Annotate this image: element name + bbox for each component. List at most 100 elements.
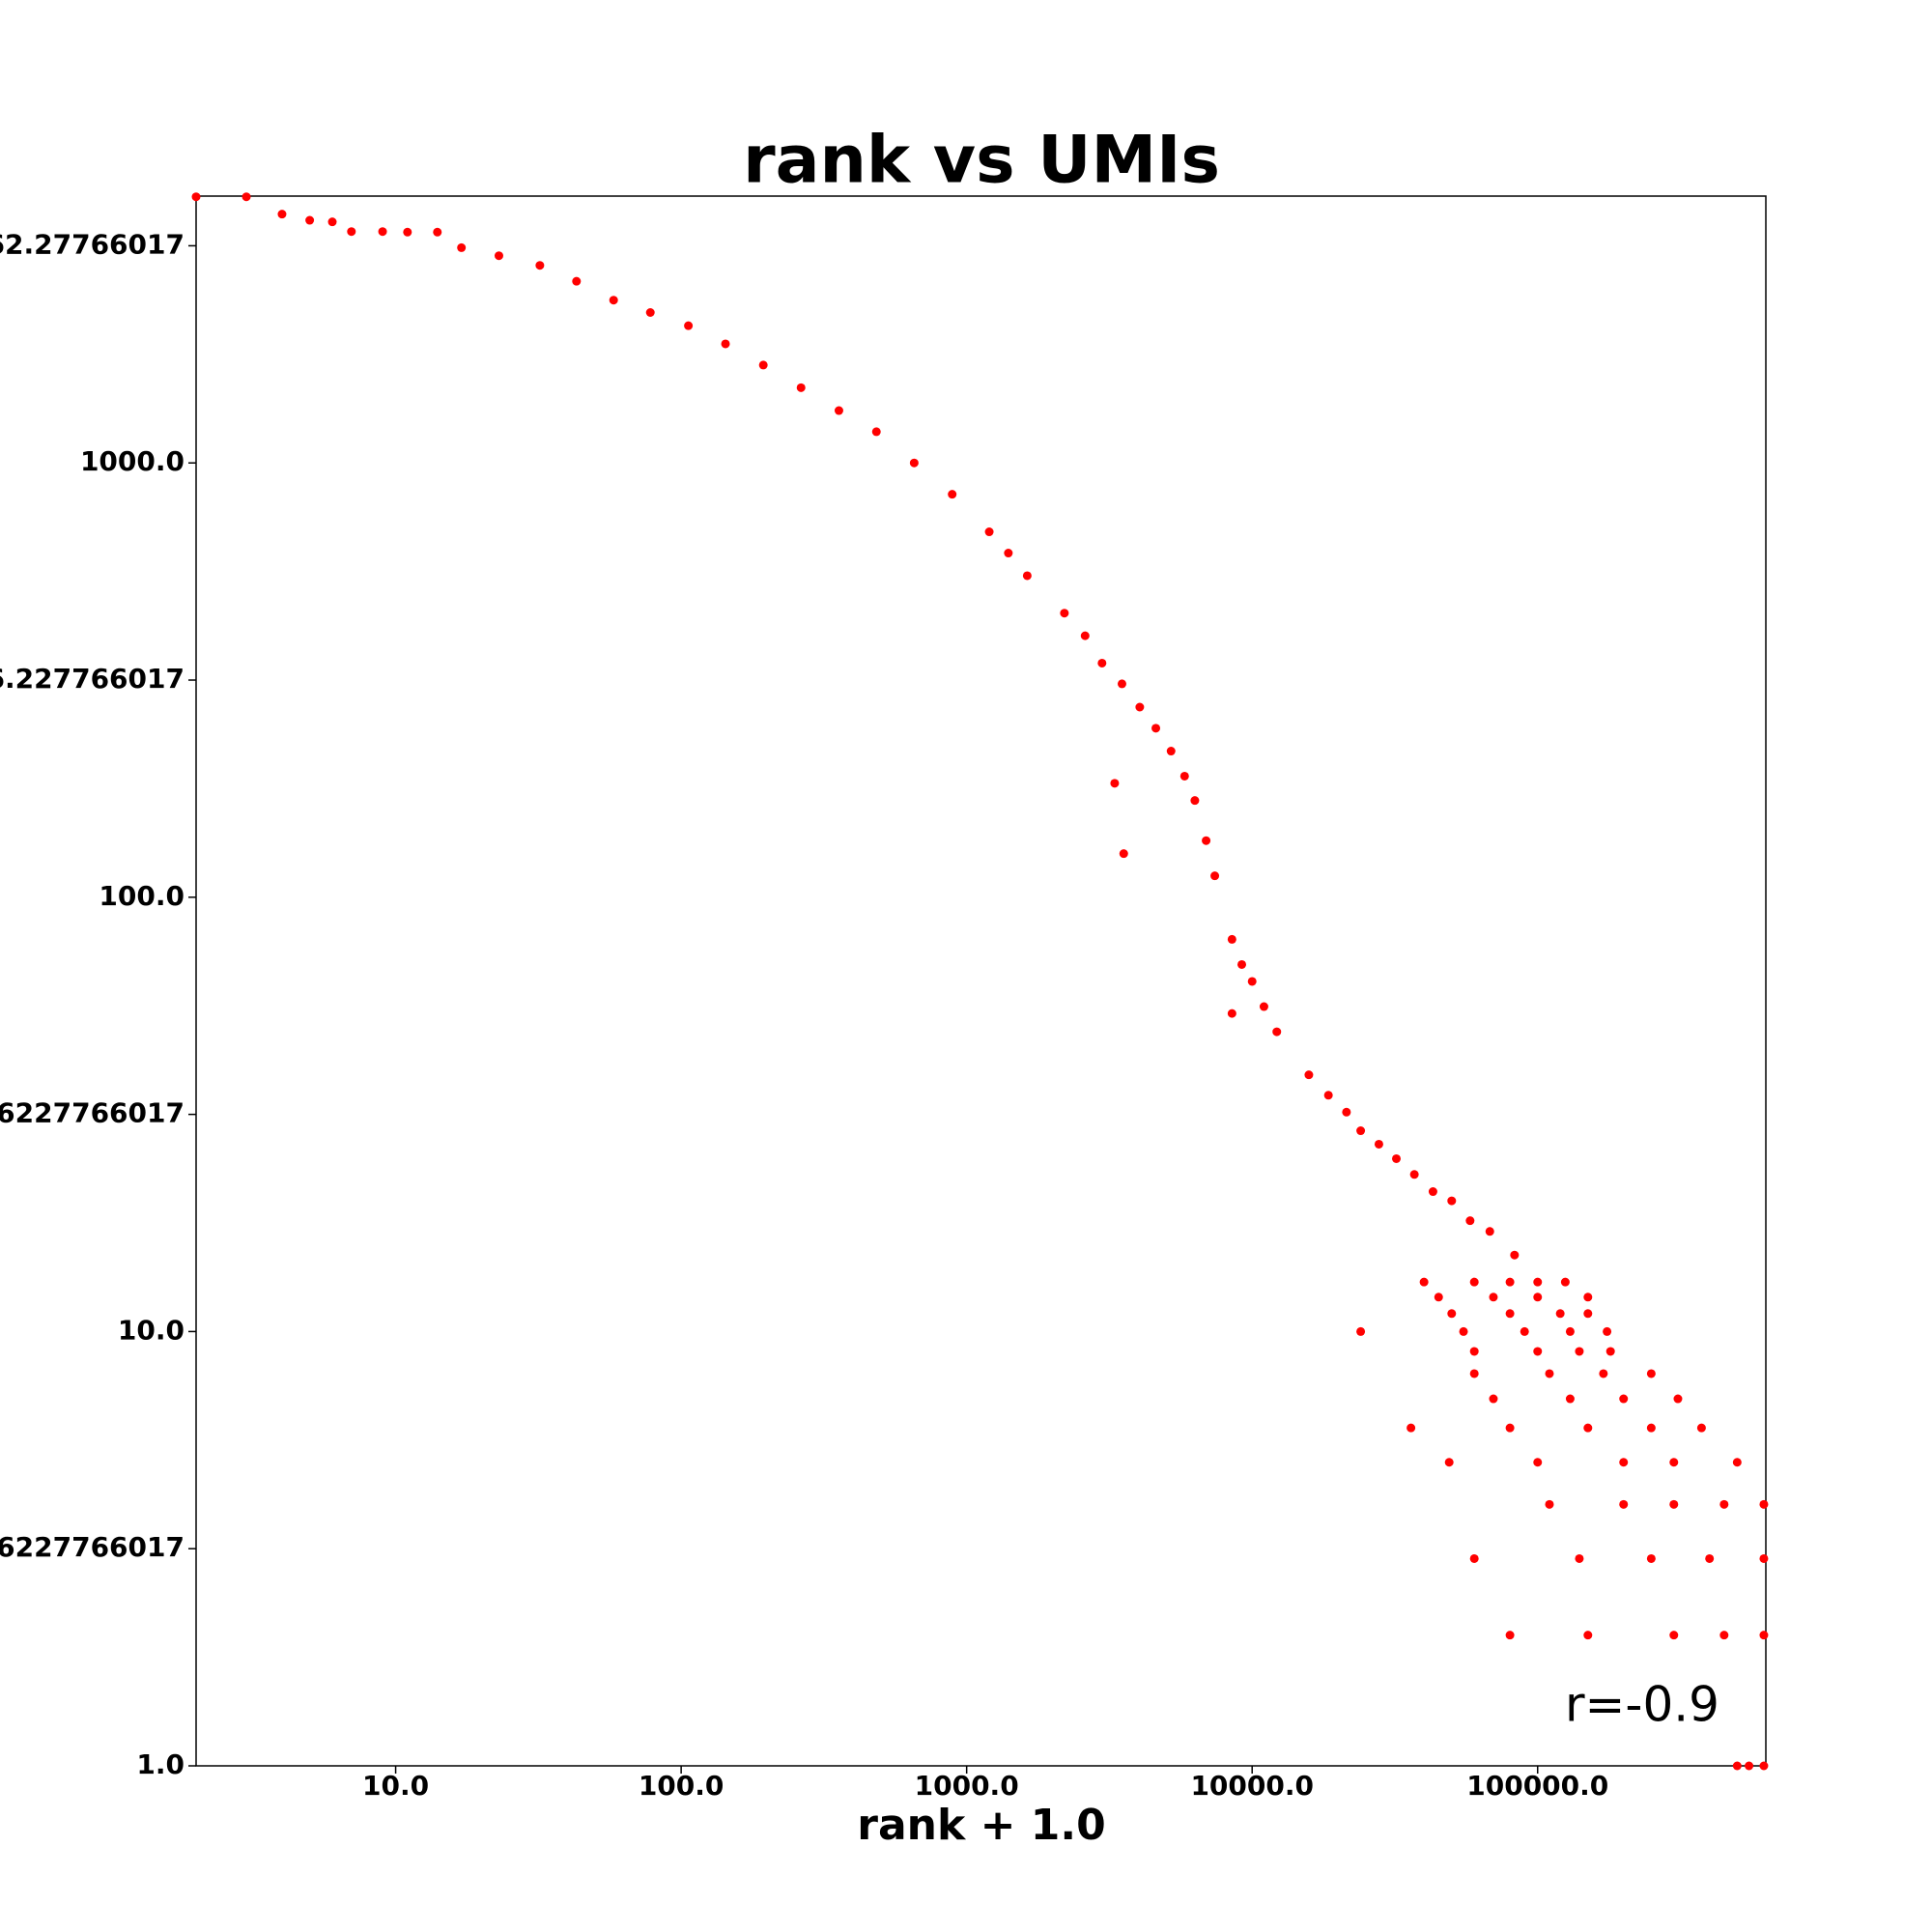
point [1227,934,1236,944]
point [1210,871,1220,881]
point [1583,1423,1593,1433]
point [948,490,957,499]
point [242,192,251,202]
point [984,527,994,537]
point [1505,1423,1515,1433]
point [1469,1277,1479,1287]
annotation: r=-0.9 [1565,1677,1719,1733]
point [1605,1347,1615,1356]
point [403,227,412,237]
point [494,251,503,261]
point [1469,1347,1479,1356]
point [1202,836,1211,845]
point [1447,1196,1457,1206]
point [1356,1326,1366,1336]
point [1696,1423,1706,1433]
point [1565,1394,1575,1404]
point [721,339,730,349]
y-tick-label: 316.227766017 [0,663,185,695]
point [1759,1631,1769,1640]
point [1434,1293,1443,1302]
point [1533,1347,1543,1356]
point [1135,702,1145,712]
point [1505,1631,1515,1640]
point [1469,1369,1479,1378]
y-tick-label: 10.0 [118,1314,185,1346]
point [1533,1458,1543,1467]
point [1705,1553,1715,1563]
point [1719,1499,1729,1509]
point [1555,1309,1565,1319]
point [909,458,919,468]
point [1179,771,1189,781]
point [1583,1309,1593,1319]
point [609,296,618,305]
point [1151,724,1161,733]
point [1392,1153,1402,1163]
point [1247,977,1257,986]
point [1459,1326,1468,1336]
point [1505,1309,1515,1319]
point [1619,1499,1629,1509]
point [191,192,201,202]
point [1304,1070,1314,1080]
point [1520,1326,1529,1336]
y-tick-label: 100.0 [99,880,185,912]
point [684,321,694,330]
point [758,360,768,370]
point [1419,1277,1429,1287]
point [1428,1187,1437,1197]
x-tick-label: 10000.0 [1190,1770,1314,1802]
point [1583,1293,1593,1302]
point [1406,1423,1416,1433]
x-axis-label: rank + 1.0 [857,1801,1105,1850]
point [277,210,287,219]
point [1447,1309,1457,1319]
point [1510,1250,1520,1260]
point [1342,1107,1351,1117]
point [1166,747,1176,756]
point [1669,1499,1679,1509]
point [1533,1277,1543,1287]
point [1646,1369,1656,1378]
point [1732,1458,1742,1467]
point [645,307,655,317]
point [1619,1394,1629,1404]
point [871,427,881,437]
y-tick-label: 1.0 [136,1748,185,1780]
point [535,261,545,270]
point [1759,1553,1769,1563]
point [1080,631,1090,640]
point [1533,1293,1543,1302]
point [1583,1631,1593,1640]
point [1545,1499,1554,1509]
point [1759,1499,1769,1509]
point [347,227,356,237]
point [1110,779,1120,788]
point [1603,1326,1612,1336]
point [572,276,582,286]
point [1060,609,1069,618]
point [1469,1553,1479,1563]
point [1575,1553,1584,1563]
point [1489,1293,1498,1302]
point [1719,1631,1729,1640]
x-tick-label: 1000.0 [915,1770,1019,1802]
point [305,215,315,225]
y-tick-label: 31.6227766017 [0,1097,185,1129]
point [1323,1091,1333,1100]
point [1374,1139,1383,1149]
point [1272,1027,1282,1037]
point [1560,1277,1570,1287]
point [1759,1761,1769,1771]
plot-frame [195,195,1767,1767]
point [1117,679,1126,689]
point [1227,1009,1236,1018]
point [1673,1394,1683,1404]
point [1119,849,1128,859]
point [1097,658,1107,668]
point [1732,1761,1742,1771]
point [327,217,337,227]
point [1545,1369,1554,1378]
